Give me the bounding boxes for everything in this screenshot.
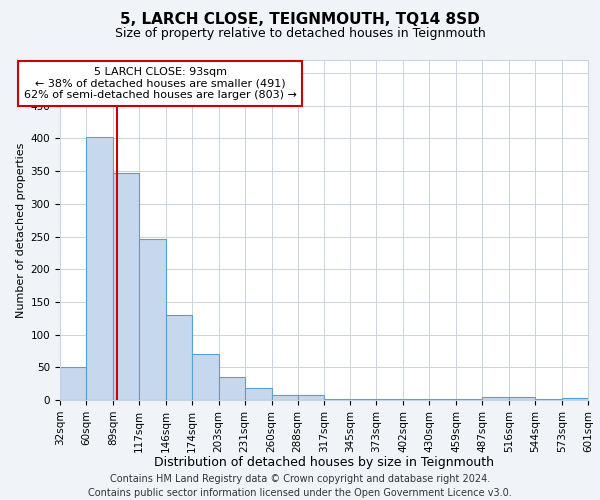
Bar — [535, 398, 562, 400]
Bar — [482, 396, 509, 400]
X-axis label: Distribution of detached houses by size in Teignmouth: Distribution of detached houses by size … — [154, 456, 494, 469]
Bar — [86, 136, 113, 400]
Bar — [562, 398, 588, 400]
Y-axis label: Number of detached properties: Number of detached properties — [16, 142, 26, 318]
Text: Size of property relative to detached houses in Teignmouth: Size of property relative to detached ho… — [115, 28, 485, 40]
Text: 5, LARCH CLOSE, TEIGNMOUTH, TQ14 8SD: 5, LARCH CLOSE, TEIGNMOUTH, TQ14 8SD — [120, 12, 480, 28]
Text: 5 LARCH CLOSE: 93sqm
← 38% of detached houses are smaller (491)
62% of semi-deta: 5 LARCH CLOSE: 93sqm ← 38% of detached h… — [24, 67, 297, 100]
Bar — [139, 239, 166, 400]
Bar — [509, 396, 535, 400]
Bar — [272, 396, 298, 400]
Bar — [325, 398, 350, 400]
Text: Contains HM Land Registry data © Crown copyright and database right 2024.
Contai: Contains HM Land Registry data © Crown c… — [88, 474, 512, 498]
Bar — [245, 388, 272, 400]
Bar — [166, 315, 192, 400]
Bar — [60, 368, 86, 400]
Bar — [113, 173, 139, 400]
Bar — [218, 377, 245, 400]
Bar — [298, 396, 325, 400]
Bar — [192, 354, 218, 400]
